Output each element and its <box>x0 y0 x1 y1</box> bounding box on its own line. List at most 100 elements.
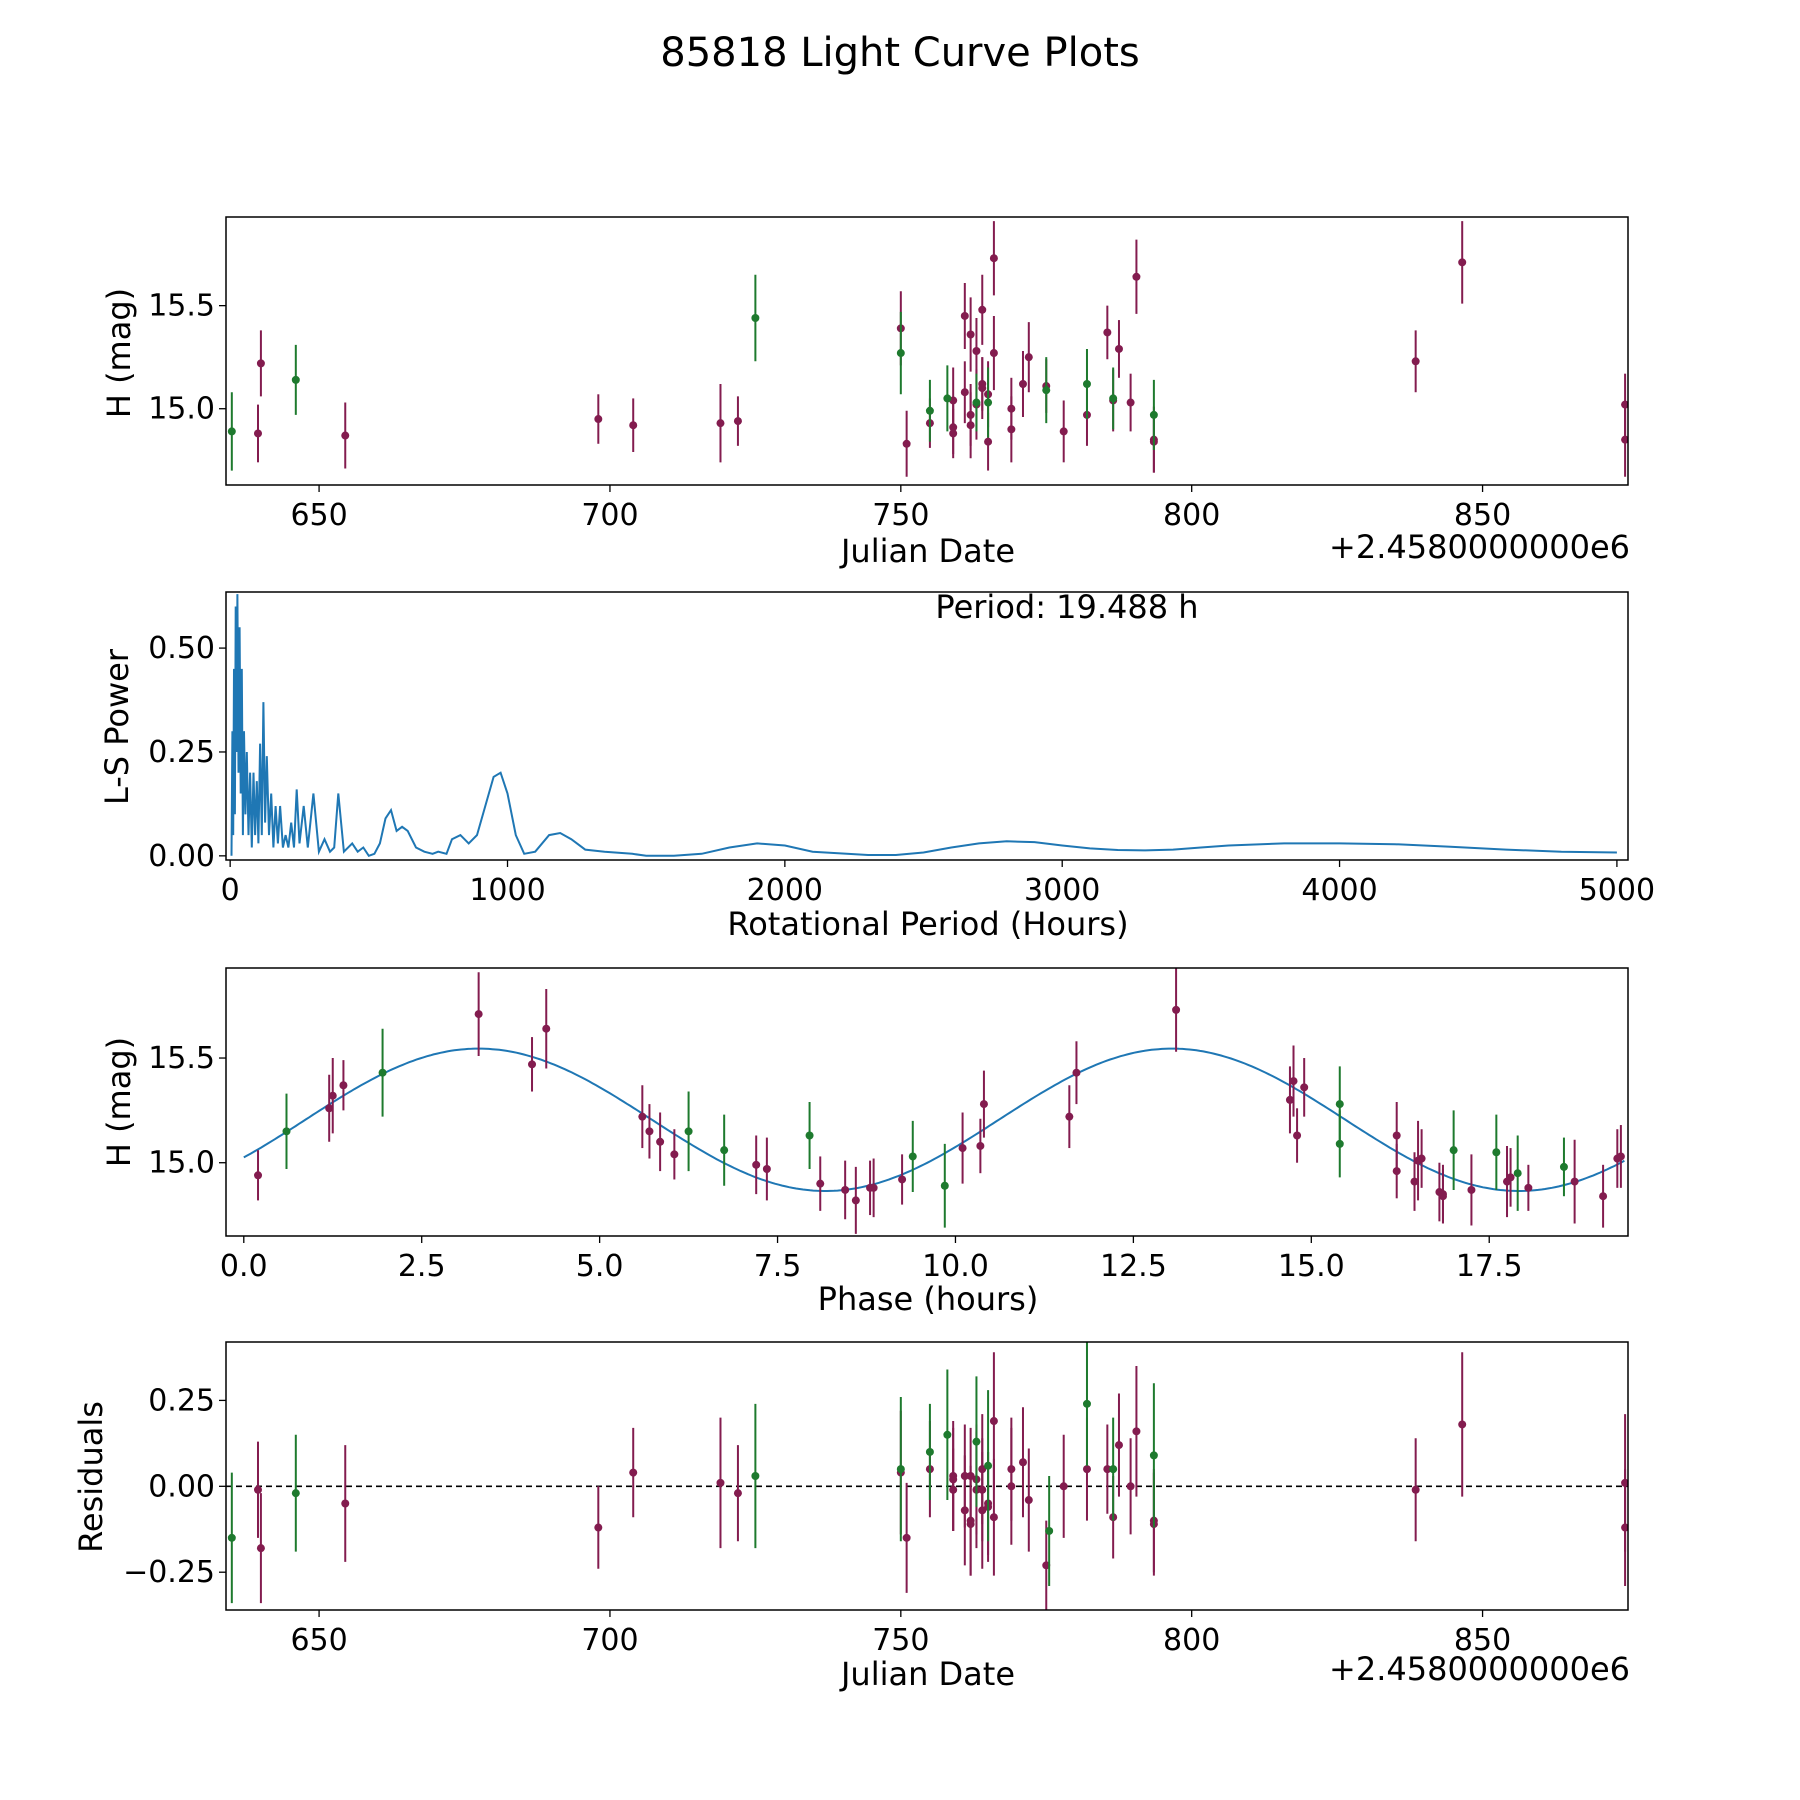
residuals-point-green <box>751 1472 760 1480</box>
phased-point-green <box>1513 1169 1522 1178</box>
periodogram-ytick-label: 0.25 <box>148 735 215 770</box>
phased-point-magenta <box>1392 1167 1401 1176</box>
lightcurve-point-magenta <box>253 429 262 438</box>
residuals-axes-frame <box>225 1341 1629 1611</box>
lightcurve-point-green <box>227 427 236 436</box>
phased-point-magenta <box>898 1175 907 1184</box>
phased-point-magenta <box>325 1104 334 1113</box>
phased-point-magenta <box>762 1165 771 1173</box>
phased-point-magenta <box>1300 1083 1309 1092</box>
lightcurve-point-magenta <box>1024 353 1033 362</box>
lightcurve-point-green <box>984 398 993 407</box>
lightcurve-point-magenta <box>966 330 975 339</box>
periodogram-ytick-label: 0.50 <box>148 631 215 666</box>
phased-point-magenta <box>1438 1190 1447 1199</box>
residuals-point-magenta <box>978 1465 987 1474</box>
figure-title: 85818 Light Curve Plots <box>660 30 1139 76</box>
phased-point-magenta <box>1293 1131 1302 1140</box>
lightcurve-offset-label: +2.4580000000e6 <box>1329 528 1630 566</box>
residuals-point-green <box>291 1489 300 1498</box>
lightcurve-point-green <box>1042 386 1051 395</box>
lightcurve-point-magenta <box>1132 272 1141 281</box>
lightcurve-point-magenta <box>1411 357 1420 366</box>
residuals-point-green <box>925 1447 934 1456</box>
lightcurve-point-magenta <box>960 388 969 397</box>
residuals-xtick-label: 700 <box>581 1623 638 1658</box>
lightcurve-point-magenta <box>978 305 987 314</box>
residuals-point-magenta <box>594 1523 603 1532</box>
phased-point-magenta <box>979 1100 988 1109</box>
residuals-ytick-label: 0.25 <box>148 1383 215 1418</box>
model-fit-curve <box>243 1047 1625 1192</box>
lightcurve-point-magenta <box>1458 258 1467 267</box>
phased-point-magenta <box>1570 1177 1579 1186</box>
residuals-ylabel: Residuals <box>72 1401 110 1553</box>
residuals-point-magenta <box>1621 1523 1628 1532</box>
residuals-point-green <box>1109 1465 1118 1474</box>
phased-point-magenta <box>645 1127 654 1136</box>
residuals-point-magenta <box>1458 1420 1467 1429</box>
residuals-point-magenta <box>733 1489 742 1498</box>
periodogram-ylabel: L-S Power <box>98 648 136 805</box>
lightcurve-ytick-label: 15.5 <box>148 289 215 324</box>
lightcurve-ylabel: H (mag) <box>100 288 138 418</box>
residuals-point-green <box>227 1533 236 1542</box>
lightcurve-point-magenta <box>989 349 998 358</box>
phased-point-green <box>282 1127 291 1136</box>
residuals-point-magenta <box>716 1478 725 1487</box>
phased-xtick-label: 7.5 <box>754 1249 802 1284</box>
residuals-point-magenta <box>1024 1496 1033 1505</box>
phased-point-green <box>1559 1162 1568 1171</box>
phased-xtick-label: 2.5 <box>398 1249 446 1284</box>
phased-point-magenta <box>1285 1095 1294 1104</box>
lightcurve-point-green <box>1082 379 1091 388</box>
residuals-point-green <box>1045 1526 1054 1535</box>
phased-axes-frame <box>225 967 1629 1237</box>
phased-point-green <box>940 1181 949 1190</box>
residuals-point-magenta <box>1007 1482 1016 1491</box>
phased-point-magenta <box>752 1160 761 1169</box>
phased-xtick-label: 12.5 <box>1100 1249 1167 1284</box>
periodogram-ytick-label: 0.00 <box>148 839 215 874</box>
residuals-xtick-label: 750 <box>872 1623 929 1658</box>
residuals-ytick-label: −0.25 <box>123 1555 215 1590</box>
phased-point-green <box>1449 1146 1458 1155</box>
lightcurve-point-magenta <box>1007 425 1016 434</box>
phased-point-magenta <box>1506 1173 1515 1182</box>
residuals-point-magenta <box>1103 1465 1112 1474</box>
lightcurve-point-green <box>1109 394 1118 403</box>
periodogram-xtick-label: 0 <box>221 873 240 908</box>
phased-point-magenta <box>339 1081 348 1090</box>
phased-point-magenta <box>841 1185 850 1194</box>
phased-point-magenta <box>1616 1152 1625 1161</box>
periodogram-xtick-label: 1000 <box>469 873 545 908</box>
phased-point-green <box>908 1152 917 1161</box>
phased-point-magenta <box>869 1183 878 1192</box>
lightcurve-point-green <box>943 394 952 403</box>
residuals-point-green <box>1082 1399 1091 1408</box>
phased-point-green <box>1335 1139 1344 1148</box>
residuals-point-magenta <box>949 1485 958 1494</box>
lightcurve-point-magenta <box>1103 328 1112 337</box>
periodogram-xtick-label: 5000 <box>1579 873 1655 908</box>
residuals-point-magenta <box>1132 1427 1141 1436</box>
lightcurve-panel: Julian Date H (mag) +2.4580000000e6 650 7… <box>100 216 1630 570</box>
periodogram-plot-area <box>230 594 1617 858</box>
phased-point-green <box>684 1127 693 1136</box>
lightcurve-ytick-label: 15.0 <box>148 392 215 427</box>
phased-xlabel: Phase (hours) <box>818 1280 1039 1318</box>
residuals-xtick-label: 850 <box>1454 1623 1511 1658</box>
lightcurve-point-magenta <box>1114 344 1123 353</box>
lightcurve-point-green <box>896 349 905 358</box>
residuals-ytick-label: 0.00 <box>148 1469 215 1504</box>
residuals-xtick-label: 650 <box>290 1623 347 1658</box>
lightcurve-point-magenta <box>960 311 969 320</box>
lightcurve-point-magenta <box>978 384 987 393</box>
phased-point-magenta <box>851 1196 860 1205</box>
residuals-point-magenta <box>629 1468 638 1477</box>
phased-point-magenta <box>638 1112 647 1121</box>
phased-point-magenta <box>1172 1005 1181 1014</box>
period-annotation: Period: 19.488 h <box>935 588 1198 626</box>
lightcurve-xlabel: Julian Date <box>839 532 1015 570</box>
periodogram-line <box>230 594 1617 858</box>
